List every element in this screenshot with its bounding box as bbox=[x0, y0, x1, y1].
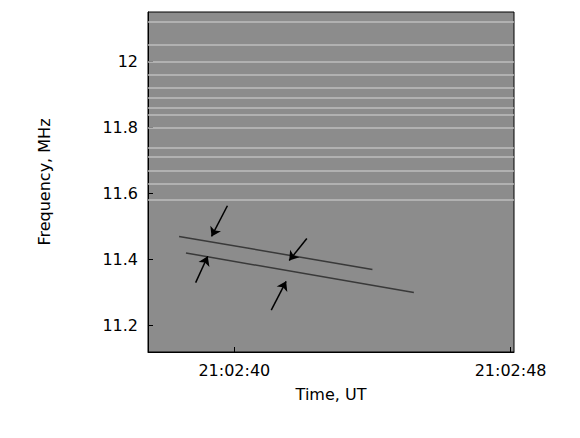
svg-text:Frequency, MHz: Frequency, MHz bbox=[35, 118, 54, 245]
svg-text:11.2: 11.2 bbox=[102, 316, 138, 335]
svg-text:11.6: 11.6 bbox=[102, 184, 138, 203]
svg-text:21:02:48: 21:02:48 bbox=[475, 361, 547, 380]
svg-text:Time, UT: Time, UT bbox=[295, 385, 367, 404]
svg-text:11.4: 11.4 bbox=[102, 250, 138, 269]
svg-text:12: 12 bbox=[118, 52, 138, 71]
svg-text:21:02:40: 21:02:40 bbox=[198, 361, 270, 380]
svg-text:11.8: 11.8 bbox=[102, 118, 138, 137]
